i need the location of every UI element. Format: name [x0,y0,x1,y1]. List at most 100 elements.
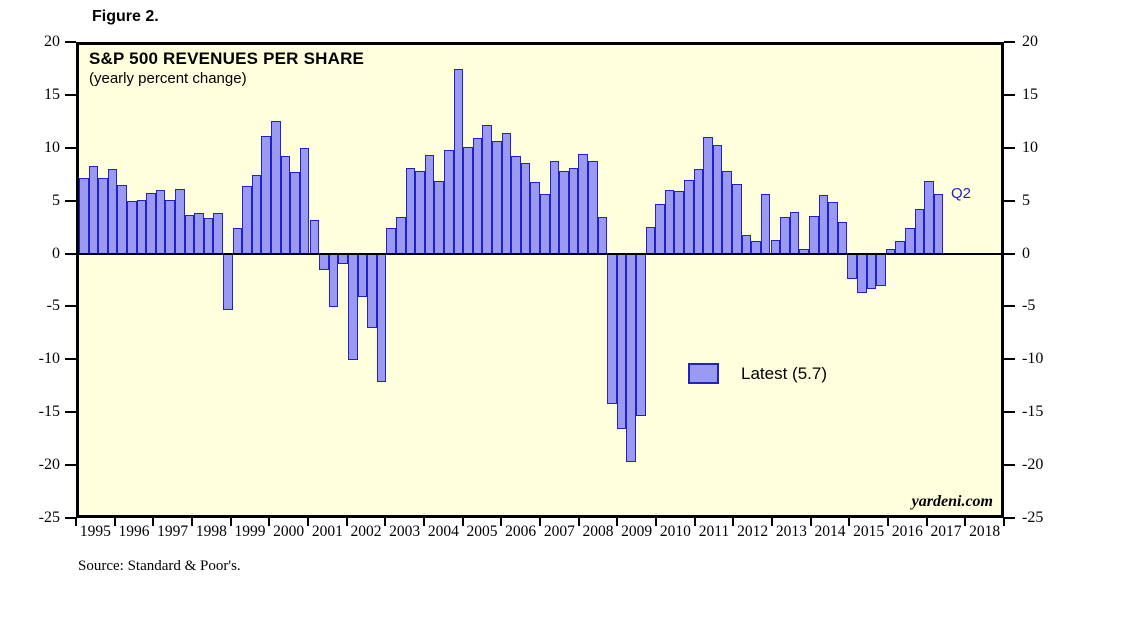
y-tick-left--15 [65,411,76,414]
y-label-right--5: -5 [1022,297,1036,315]
y-label-right-0: 0 [1022,244,1030,262]
x-tick-2011 [693,517,696,526]
x-label-1997: 1997 [157,523,189,540]
x-tick-2012 [732,517,735,526]
x-label-1996: 1996 [118,523,150,540]
bar-2012Q4 [760,194,771,254]
bar-1995Q1 [79,177,89,254]
bar-1997Q3 [175,189,185,254]
x-tick-1995 [75,517,77,526]
bar-1998Q2 [203,218,214,254]
bar-2003Q2 [395,217,406,254]
x-label-2008: 2008 [582,523,614,540]
bar-2016Q4 [914,208,925,254]
bar-1999Q3 [251,174,262,254]
x-tick-2016 [887,517,889,526]
bar-2005Q1 [463,147,473,254]
bar-2010Q3 [674,191,685,254]
x-label-2004: 2004 [427,523,459,540]
bar-1996Q2 [127,200,137,254]
x-label-2001: 2001 [311,523,343,540]
bar-2009Q2 [626,253,637,462]
x-tick-2004 [423,517,425,526]
bar-2007Q1 [540,194,550,254]
bar-2008Q2 [588,160,598,254]
bar-2007Q4 [568,168,579,254]
y-tick-right--10 [1004,358,1015,361]
bar-2010Q4 [684,179,694,254]
bar-2004Q2 [434,180,444,254]
bar-1998Q1 [194,213,204,254]
bar-2002Q4 [376,253,387,383]
bar-2014Q2 [818,195,829,254]
bar-2000Q1 [271,121,281,254]
bar-2017Q1 [924,180,934,254]
bar-2008Q4 [607,253,617,405]
x-tick-2017 [925,517,928,526]
bar-2004Q4 [453,69,464,254]
x-tick-2014 [809,517,812,526]
figure-label: Figure 2. [92,8,159,25]
y-tick-right--15 [1004,411,1015,414]
legend-label: Latest (5.7) [741,363,827,383]
bar-2006Q1 [501,132,512,254]
y-label-left-20: 20 [44,33,60,50]
x-label-2002: 2002 [350,523,382,540]
x-tick-2009 [616,517,619,526]
bar-2001Q2 [319,253,329,270]
bar-1997Q4 [184,215,195,254]
bar-2002Q3 [367,253,377,329]
x-label-2014: 2014 [814,523,846,540]
x-tick-1999 [229,517,232,526]
x-tick-2002 [345,517,348,526]
x-tick-1997 [152,517,155,526]
bar-2001Q1 [309,220,320,254]
bar-2015Q4 [876,253,886,287]
bar-2006Q4 [530,181,540,254]
y-label-right--25: -25 [1022,509,1044,526]
bar-1996Q4 [146,193,156,254]
x-tick-2019 [1003,517,1005,526]
bar-2009Q3 [636,253,646,416]
y-label-left--15: -15 [38,403,60,421]
x-tick-2003 [384,517,387,526]
y-tick-right-5 [1004,199,1015,202]
bar-2007Q3 [559,171,569,254]
x-label-2007: 2007 [543,523,575,540]
bar-2017Q2 [933,194,944,254]
bar-2010Q1 [655,203,665,254]
x-label-2013: 2013 [775,523,807,540]
x-label-1995: 1995 [79,523,111,540]
y-label-left--5: -5 [46,297,60,315]
bar-1999Q2 [242,186,252,254]
x-label-2011: 2011 [698,523,730,540]
y-label-right--10: -10 [1022,350,1044,368]
x-tick-2007 [539,517,541,526]
x-label-2009: 2009 [621,523,653,540]
y-label-left--20: -20 [38,456,60,474]
y-tick-right-10 [1004,146,1015,149]
legend: Latest (5.7) [688,363,827,384]
bar-2014Q4 [837,221,848,254]
bar-2001Q4 [338,253,348,265]
x-tick-2000 [268,517,271,526]
bar-2010Q2 [664,190,675,254]
chart-title: S&P 500 REVENUES PER SHARE [89,49,365,68]
x-label-2006: 2006 [505,523,537,540]
plot-area: S&P 500 REVENUES PER SHARE (yearly perce… [76,42,1004,518]
bar-2011Q4 [722,171,733,254]
y-tick-right--5 [1004,305,1015,308]
y-label-left-5: 5 [52,191,60,209]
bar-1997Q2 [165,199,176,254]
y-label-left-0: 0 [52,244,60,262]
bars-container [79,45,1001,515]
bar-2016Q3 [904,227,915,254]
bar-2008Q1 [578,153,588,254]
watermark-yardeni: yardeni.com [911,493,993,510]
bar-2005Q4 [491,141,502,254]
x-tick-2001 [307,517,309,526]
y-tick-right-20 [1004,41,1015,43]
bar-2013Q2 [780,217,790,254]
x-tick-1996 [113,517,116,526]
bar-2011Q3 [712,145,723,254]
